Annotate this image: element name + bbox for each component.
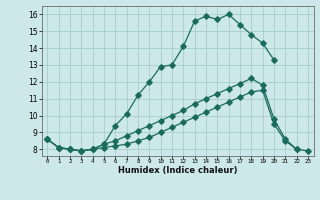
X-axis label: Humidex (Indice chaleur): Humidex (Indice chaleur) (118, 166, 237, 175)
